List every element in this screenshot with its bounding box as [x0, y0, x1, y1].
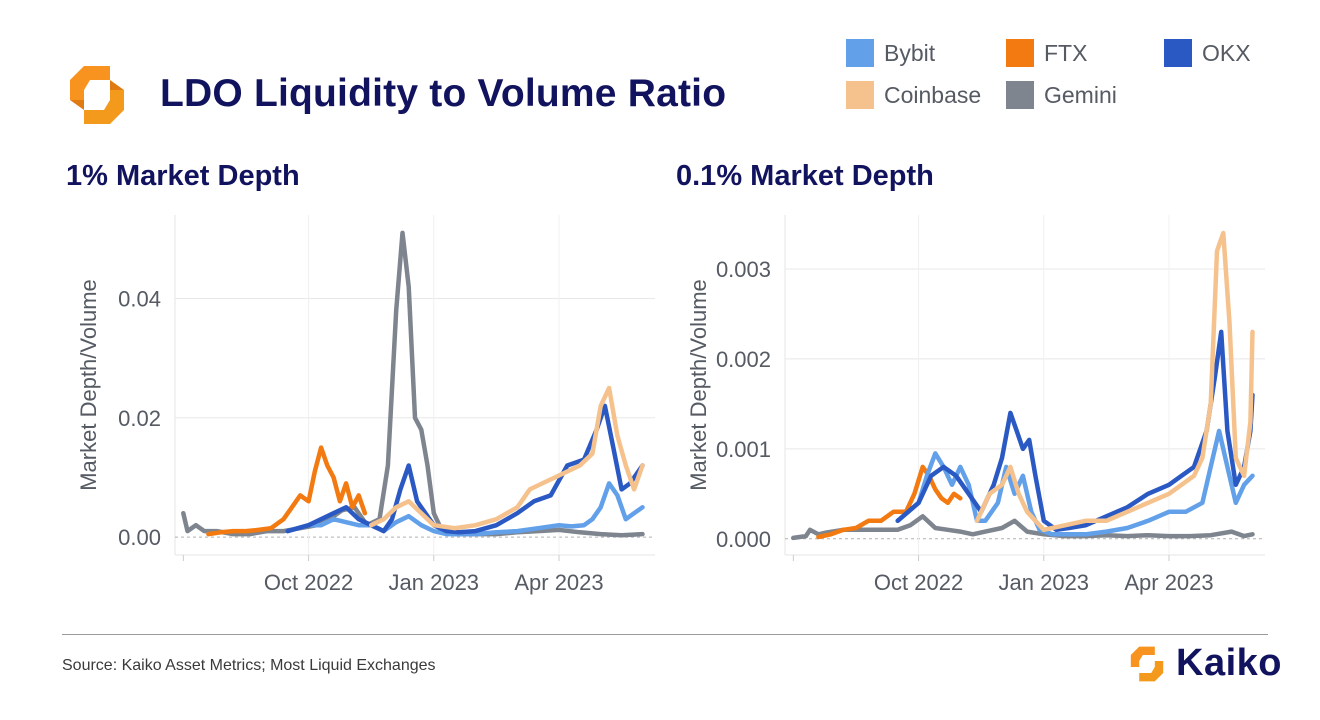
series-line-ftx — [816, 464, 963, 540]
legend-label: FTX — [1044, 39, 1088, 66]
series-line-gemini — [791, 514, 1255, 541]
series-line-bybit — [285, 481, 645, 537]
brand-name: Kaiko — [1176, 642, 1282, 684]
legend: Bybit Coinbase FTX Gemini OKX — [846, 38, 1286, 118]
chart-svg: 0.000 0.001 0.002 0.003 Oct 2022 Jan 2023 Apr … — [686, 215, 1265, 595]
y-axis-label: Market Depth/Volume — [76, 279, 101, 491]
footer-divider — [62, 634, 1268, 635]
x-tick-label: Oct 2022 — [874, 570, 963, 595]
x-tick-label: Jan 2023 — [389, 570, 480, 595]
y-tick-label: 0.002 — [716, 347, 771, 372]
series-line-coinbase — [368, 385, 645, 531]
y-axis-label: Market Depth/Volume — [686, 279, 711, 491]
legend-item-okx: OKX — [1164, 38, 1251, 68]
legend-label: Bybit — [884, 39, 936, 66]
kaiko-logo-icon — [70, 66, 124, 124]
chart-1pct-market-depth: 0.00 0.02 0.04 Oct 2022 Jan 2023 Apr 2023 Mark… — [60, 205, 680, 615]
chart-svg: 0.00 0.02 0.04 Oct 2022 Jan 2023 Apr 2023 Mark… — [76, 215, 655, 595]
brand: Kaiko — [1126, 642, 1282, 685]
legend-item-coinbase: Coinbase — [846, 80, 981, 110]
panel-title-0-1pct: 0.1% Market Depth — [676, 160, 934, 192]
series-line-coinbase — [974, 230, 1255, 533]
legend-swatch-icon — [846, 39, 874, 67]
kaiko-logo-icon — [1130, 646, 1164, 681]
source-note: Source: Kaiko Asset Metrics; Most Liquid… — [62, 657, 436, 674]
series-line-bybit — [895, 428, 1255, 537]
y-tick-label: 0.000 — [716, 527, 771, 552]
series-line-okx — [285, 403, 645, 535]
legend-item-gemini: Gemini — [1006, 80, 1117, 110]
x-tick-label: Jan 2023 — [999, 570, 1090, 595]
y-tick-label: 0.00 — [118, 525, 161, 550]
series-line-ftx — [206, 445, 368, 537]
page-title: LDO Liquidity to Volume Ratio — [160, 72, 727, 115]
legend-label: OKX — [1202, 39, 1251, 66]
legend-item-ftx: FTX — [1006, 38, 1087, 68]
x-tick-label: Apr 2023 — [514, 570, 603, 595]
legend-label: Coinbase — [884, 81, 982, 108]
y-tick-label: 0.04 — [118, 287, 161, 312]
legend-item-bybit: Bybit — [846, 38, 935, 68]
x-tick-label: Apr 2023 — [1124, 570, 1213, 595]
legend-label: Gemini — [1044, 81, 1117, 108]
chart-0-1pct-market-depth: 0.000 0.001 0.002 0.003 Oct 2022 Jan 2023 Apr … — [670, 205, 1290, 615]
y-tick-label: 0.001 — [716, 437, 771, 462]
y-tick-label: 0.003 — [716, 257, 771, 282]
legend-swatch-icon — [846, 81, 874, 109]
legend-swatch-icon — [1164, 39, 1192, 67]
panel-title-1pct: 1% Market Depth — [66, 160, 300, 192]
legend-swatch-icon — [1006, 81, 1034, 109]
y-tick-label: 0.02 — [118, 406, 161, 431]
series-line-okx — [895, 329, 1255, 533]
x-tick-label: Oct 2022 — [264, 570, 353, 595]
legend-swatch-icon — [1006, 39, 1034, 67]
